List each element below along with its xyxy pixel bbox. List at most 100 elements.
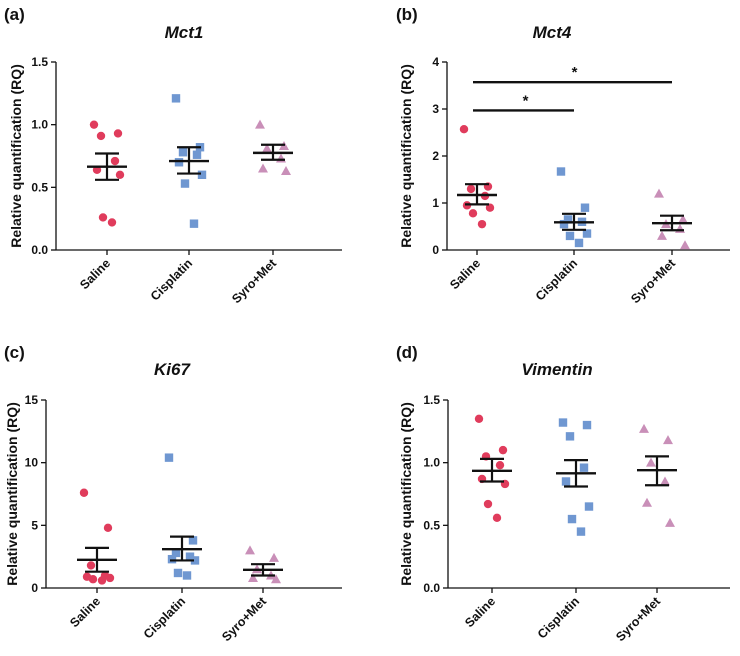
- x-tick-label: Saline: [67, 594, 103, 630]
- data-point-syro-met: [660, 476, 670, 486]
- y-tick-label: 0.5: [423, 518, 440, 532]
- y-tick-label: 1.5: [423, 393, 440, 407]
- data-point-cisplatin: [558, 418, 568, 427]
- data-point-syro-met: [258, 163, 268, 173]
- y-tick-label: 3: [432, 102, 439, 116]
- y-axis-label: Relative quantification (RQ): [4, 402, 20, 586]
- data-point-cisplatin: [574, 238, 584, 248]
- data-point-cisplatin: [584, 502, 594, 511]
- data-point-cisplatin: [567, 514, 577, 524]
- data-point-cisplatin: [173, 568, 183, 578]
- data-point-cisplatin: [171, 548, 181, 558]
- data-point-syro-met: [657, 230, 667, 240]
- data-point-syro-met: [665, 517, 675, 527]
- data-point-saline: [96, 131, 106, 141]
- y-tick-label: 10: [25, 456, 39, 470]
- y-tick-label: 4: [432, 55, 439, 69]
- data-point-saline: [107, 218, 117, 227]
- data-point-cisplatin: [178, 148, 188, 157]
- significance-star: *: [572, 64, 578, 81]
- data-point-cisplatin: [582, 420, 592, 430]
- data-point-syro-met: [639, 423, 649, 433]
- y-tick-label: 1.5: [31, 55, 48, 69]
- significance-star: *: [523, 92, 529, 109]
- panel-label: (d): [396, 343, 418, 362]
- panel-0: (a) Mct1 Relative quantification (RQ) 0.0 0.…: [4, 5, 342, 306]
- data-point-cisplatin: [190, 556, 200, 565]
- panel-3: (d) Vimentin Relative quantification (RQ) 0…: [396, 343, 730, 644]
- data-point-cisplatin: [556, 167, 566, 176]
- x-tick-label: Cisplatin: [148, 256, 195, 303]
- x-tick-label: Cisplatin: [141, 594, 188, 641]
- data-point-syro-met: [255, 119, 265, 129]
- data-point-cisplatin: [192, 150, 202, 159]
- data-point-saline: [459, 125, 469, 134]
- x-tick-label: Cisplatin: [535, 594, 582, 641]
- data-point-syro-met: [269, 552, 279, 562]
- data-point-cisplatin: [565, 231, 575, 241]
- panel-label: (a): [4, 5, 25, 24]
- y-axis-label: Relative quantification (RQ): [8, 64, 24, 248]
- data-point-cisplatin: [565, 432, 575, 441]
- data-point-syro-met: [281, 166, 291, 176]
- data-point-syro-met: [642, 497, 652, 507]
- data-point-saline: [483, 499, 493, 509]
- data-point-cisplatin: [197, 170, 207, 179]
- x-tick-label: Syro+Met: [628, 256, 679, 307]
- data-point-saline: [495, 460, 505, 470]
- panel-1: (b) Mct4 Relative quantification (RQ) 0 1 2 3 4…: [396, 5, 730, 306]
- data-point-saline: [79, 488, 89, 497]
- data-point-saline: [468, 209, 478, 218]
- data-point-saline: [89, 120, 99, 129]
- y-tick-label: 0.5: [31, 180, 48, 194]
- data-point-cisplatin: [580, 203, 590, 212]
- data-point-saline: [477, 219, 487, 229]
- data-point-saline: [474, 414, 484, 423]
- x-tick-label: Saline: [77, 256, 113, 292]
- y-axis-label: Relative quantification (RQ): [398, 64, 414, 248]
- data-point-cisplatin: [164, 453, 174, 462]
- x-tick-label: Syro+Met: [613, 594, 664, 645]
- data-point-cisplatin: [182, 571, 192, 580]
- data-point-cisplatin: [582, 229, 592, 238]
- data-point-saline: [498, 445, 508, 455]
- data-point-syro-met: [675, 223, 685, 233]
- data-point-syro-met: [276, 153, 286, 163]
- y-tick-label: 0.0: [31, 243, 48, 257]
- data-point-syro-met: [271, 574, 281, 584]
- data-point-saline: [115, 170, 125, 179]
- data-point-saline: [105, 573, 115, 583]
- data-point-cisplatin: [579, 463, 589, 472]
- data-point-syro-met: [678, 214, 688, 224]
- chart-title: Vimentin: [521, 360, 592, 379]
- x-tick-label: Syro+Met: [229, 256, 280, 307]
- data-point-saline: [88, 575, 98, 584]
- data-point-saline: [97, 576, 107, 585]
- data-point-cisplatin: [185, 552, 195, 561]
- data-point-saline: [98, 213, 108, 222]
- data-point-saline: [110, 156, 120, 166]
- y-axis-label: Relative quantification (RQ): [398, 402, 414, 586]
- data-point-saline: [492, 513, 502, 523]
- data-point-cisplatin: [167, 554, 177, 564]
- data-point-cisplatin: [189, 219, 199, 228]
- data-point-cisplatin: [561, 477, 571, 486]
- data-point-cisplatin: [559, 219, 569, 229]
- data-point-saline: [466, 184, 476, 194]
- x-tick-label: Saline: [462, 594, 498, 630]
- y-tick-label: 0.0: [423, 581, 440, 595]
- y-tick-label: 15: [25, 393, 39, 407]
- data-point-saline: [86, 561, 96, 570]
- data-point-syro-met: [663, 435, 673, 445]
- data-point-cisplatin: [563, 215, 573, 224]
- chart-title: Mct1: [165, 23, 204, 42]
- data-point-syro-met: [646, 457, 656, 467]
- data-point-cisplatin: [180, 179, 190, 188]
- data-point-syro-met: [680, 240, 690, 250]
- chart-title: Mct4: [533, 23, 572, 42]
- y-tick-label: 0: [31, 581, 38, 595]
- data-point-syro-met: [262, 143, 272, 153]
- data-point-cisplatin: [188, 536, 198, 545]
- x-tick-label: Syro+Met: [219, 594, 270, 645]
- data-point-cisplatin: [174, 158, 184, 167]
